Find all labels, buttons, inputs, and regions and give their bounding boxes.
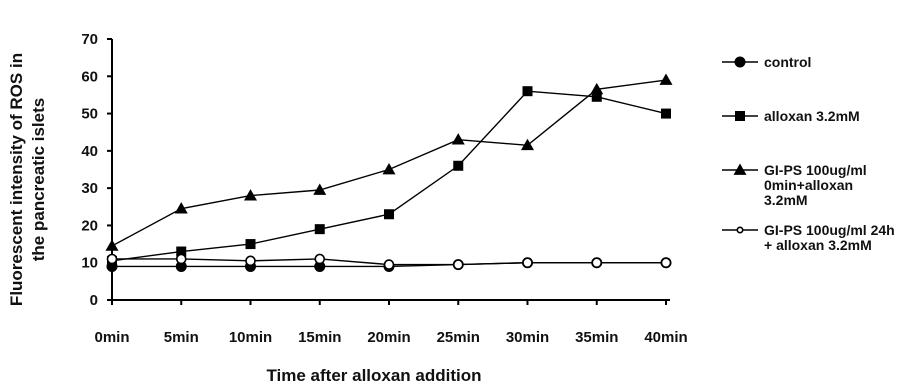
marker-triangle xyxy=(451,133,465,145)
legend-item: alloxan 3.2mM xyxy=(722,108,860,124)
x-tick-label: 30min xyxy=(506,329,549,346)
x-tick-label: 5min xyxy=(164,329,199,346)
marker-triangle xyxy=(105,239,119,251)
x-tick-label: 20min xyxy=(367,329,410,346)
legend-label: + alloxan 3.2mM xyxy=(764,237,872,253)
legend-item: control xyxy=(722,54,811,70)
y-tick-label: 20 xyxy=(81,217,98,234)
x-tick-label: 0min xyxy=(94,329,129,346)
marker-circle xyxy=(175,260,187,272)
y-axis-title: Fluorescent intensity of ROS in the pancr… xyxy=(7,53,48,306)
series-line xyxy=(111,79,667,247)
marker-square xyxy=(314,224,325,235)
marker-circle xyxy=(734,56,746,68)
series-group xyxy=(105,73,673,272)
legend-label: 0min+alloxan xyxy=(764,177,853,193)
marker-open-circle xyxy=(660,257,672,269)
legend-label: alloxan 3.2mM xyxy=(764,108,860,124)
marker-square xyxy=(384,209,394,220)
marker-circle xyxy=(314,260,326,272)
marker-square xyxy=(591,91,602,102)
legend: control alloxan 3.2mM GI-PS 100ug/ml0min+a… xyxy=(722,54,895,253)
x-tick-label: 10min xyxy=(229,329,272,346)
legend-label: GI-PS 100ug/ml xyxy=(764,162,867,178)
legend-label: GI-PS 100ug/ml 24h xyxy=(764,222,895,238)
x-axis-title: Time after alloxan addition xyxy=(266,366,481,385)
marker-triangle xyxy=(244,189,257,201)
y-tick-label: 70 xyxy=(81,31,98,48)
marker-square xyxy=(661,108,671,119)
x-axis-ticks: 0min 5min 10min 15min 20min 25min 30min 35min 40… xyxy=(94,300,688,346)
legend-label: 3.2mM xyxy=(764,192,808,208)
marker-open-circle xyxy=(383,259,395,270)
y-tick-label: 10 xyxy=(81,255,98,272)
y-axis-title-line: Fluorescent intensity of ROS in xyxy=(7,53,26,306)
marker-open-circle xyxy=(522,257,533,269)
series-line xyxy=(111,90,667,262)
marker-triangle xyxy=(590,82,604,95)
marker-triangle xyxy=(733,163,747,175)
marker-triangle xyxy=(521,138,534,151)
series-3 xyxy=(105,73,673,251)
marker-square xyxy=(176,246,187,257)
marker-open-circle xyxy=(314,253,326,265)
y-tick-label: 60 xyxy=(81,68,98,85)
marker-open-circle xyxy=(736,226,744,234)
y-axis-ticks: 0 10 20 30 40 50 60 70 xyxy=(81,31,112,309)
y-tick-label: 30 xyxy=(81,180,98,197)
marker-triangle xyxy=(174,202,188,214)
y-tick-label: 50 xyxy=(81,106,98,123)
marker-square xyxy=(245,239,256,250)
marker-triangle xyxy=(382,163,396,175)
marker-open-circle xyxy=(452,259,464,270)
marker-open-circle xyxy=(175,253,187,265)
y-tick-label: 40 xyxy=(81,143,98,160)
series-2 xyxy=(107,86,671,266)
series-4 xyxy=(106,253,672,270)
marker-square xyxy=(453,160,464,171)
marker-square xyxy=(522,86,533,97)
x-tick-label: 15min xyxy=(298,329,341,346)
marker-triangle xyxy=(659,73,673,85)
marker-open-circle xyxy=(591,257,603,269)
marker-open-circle xyxy=(106,253,118,265)
y-tick-label: 0 xyxy=(90,292,98,309)
legend-item: GI-PS 100ug/ml 24h+ alloxan 3.2mM xyxy=(722,222,895,253)
legend-label: control xyxy=(764,54,811,70)
y-axis-title-line: the pancreatic islets xyxy=(29,98,48,261)
x-tick-label: 35min xyxy=(575,329,618,346)
x-tick-label: 40min xyxy=(644,329,687,346)
marker-square xyxy=(735,111,745,121)
marker-triangle xyxy=(313,183,327,195)
x-tick-label: 25min xyxy=(437,329,480,346)
marker-open-circle xyxy=(245,255,256,267)
